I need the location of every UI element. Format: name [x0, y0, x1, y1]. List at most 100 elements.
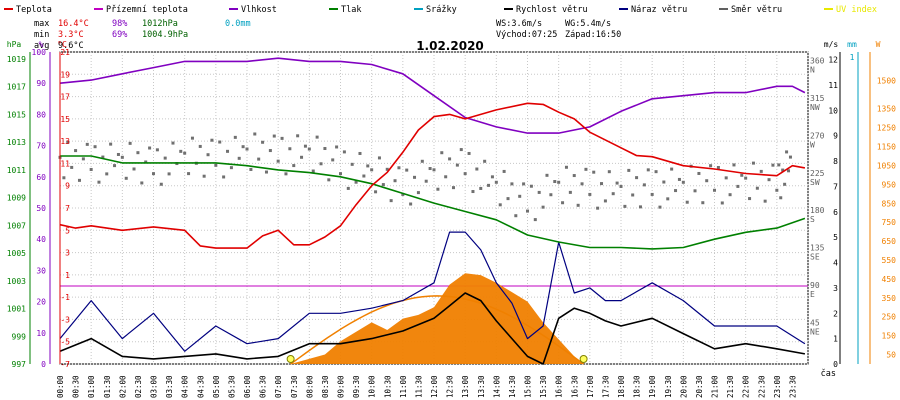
wind-direction-point: [128, 141, 132, 145]
wind-direction-point: [580, 182, 584, 186]
axis-tick-hpa: 1003: [7, 277, 26, 286]
axis-tick-percent: 20: [36, 298, 46, 307]
stat-min-hum: 69%: [112, 30, 127, 40]
axis-tick-ms: 4: [833, 259, 838, 268]
wind-direction-point: [693, 189, 697, 193]
wind-direction-point: [354, 180, 358, 184]
axis-tick-time: 13:30: [477, 375, 486, 398]
wind-direction-point: [596, 206, 600, 210]
wind-direction-point: [183, 151, 187, 155]
legend-label: Tlak: [341, 5, 361, 15]
wind-direction-point: [603, 199, 607, 203]
wind-direction-point: [284, 172, 288, 176]
wind-direction-point: [124, 176, 128, 180]
axis-tick-time: 00:30: [72, 375, 81, 398]
axis-tick-time: 15:30: [539, 375, 548, 398]
axis-tick-percent: 30: [36, 266, 46, 275]
axis-tick-percent: 0: [41, 360, 46, 369]
axis-tick-direction-letter: SW: [810, 178, 820, 187]
axis-tick-time: 09:30: [352, 375, 361, 398]
wind-direction-point: [522, 182, 526, 186]
wind-direction-point: [366, 164, 370, 168]
axis-tick-direction-letter: E: [810, 290, 815, 299]
wind-direction-point: [674, 189, 678, 193]
axis-tick-time: 19:00: [648, 375, 657, 398]
axis-tick-time: 10:30: [383, 375, 392, 398]
axis-unit-percent: %: [39, 40, 44, 49]
chart-title: 1.02.2020: [416, 39, 484, 53]
plot-area: [58, 51, 809, 365]
wind-direction-point: [315, 135, 319, 139]
axis-unit-mm: mm: [847, 40, 857, 49]
axis-tick-watt: 750: [882, 218, 897, 227]
uv-index-point: [579, 355, 588, 363]
stat-min-press: 1004.9hPa: [142, 30, 188, 40]
axis-tick-time: 12:30: [446, 375, 455, 398]
wind-direction-point: [650, 192, 654, 196]
wind-direction-point: [350, 162, 354, 166]
axis-tick-watt: 550: [882, 256, 897, 265]
axis-tick-time: 13:00: [461, 375, 470, 398]
axis-tick-time: 01:00: [87, 375, 96, 398]
wind-direction-point: [779, 196, 783, 200]
axis-tick-direction-degrees: 135: [810, 244, 825, 253]
wind-direction-point: [292, 164, 296, 168]
wind-direction-point: [74, 149, 78, 153]
axes: hPa% °C m/s mm W1019101710151013101110091007…: [7, 40, 896, 398]
wind-direction-point: [436, 187, 440, 191]
wind-direction-point: [109, 142, 113, 146]
wind-direction-point: [553, 180, 557, 184]
axis-tick-time: 03:30: [165, 375, 174, 398]
axis-tick-ms: 9: [833, 132, 838, 141]
axis-tick-time: 18:00: [617, 375, 626, 398]
axis-tick-mm: 1: [850, 53, 855, 62]
axis-tick-ms: 10: [828, 106, 838, 115]
wind-direction-point: [638, 205, 642, 209]
axis-tick-direction-degrees: 360: [810, 56, 825, 65]
wind-direction-point: [490, 175, 494, 179]
wind-direction-point: [198, 144, 202, 148]
axis-tick-celsius: -7: [60, 360, 70, 369]
legend-label: Rychlost větru: [516, 5, 588, 15]
axis-tick-percent: 100: [32, 48, 47, 57]
axis-tick-celsius: 7: [65, 204, 70, 213]
wind-direction-point: [471, 190, 475, 194]
axis-tick-watt: 150: [882, 332, 897, 341]
wind-direction-point: [502, 169, 506, 173]
wind-direction-point: [576, 203, 580, 207]
wind-direction-point: [222, 175, 226, 179]
axis-tick-celsius: 19: [60, 70, 70, 79]
wind-direction-point: [448, 157, 452, 161]
axis-tick-time: 17:30: [601, 375, 610, 398]
axis-tick-percent: 60: [36, 173, 46, 182]
wind-direction-point: [152, 172, 155, 176]
axis-tick-hpa: 1009: [7, 194, 26, 203]
axis-tick-time: 05:00: [212, 375, 221, 398]
axis-tick-celsius: -5: [60, 338, 70, 347]
axis-tick-hpa: 1001: [7, 305, 26, 314]
wind-direction-point: [296, 134, 300, 138]
wind-direction-point: [763, 199, 767, 203]
wind-direction-point: [572, 174, 576, 178]
axis-tick-ms: 5: [833, 233, 838, 242]
wind-direction-point: [533, 218, 537, 222]
axis-tick-watt: 1250: [877, 124, 896, 133]
wind-direction-point: [272, 134, 276, 138]
axis-tick-hpa: 999: [12, 332, 27, 341]
axis-tick-hpa: 1005: [7, 249, 26, 258]
stat-max-rain: 0.0mm: [225, 19, 251, 29]
axis-tick-ms: 1: [833, 335, 838, 344]
stat-max-temp: 16.4°C: [58, 19, 89, 29]
wind-direction-point: [97, 180, 101, 184]
wind-direction-point: [374, 190, 378, 194]
axis-tick-time: 11:30: [414, 375, 423, 398]
wind-direction-point: [226, 149, 230, 153]
axis-tick-celsius: 15: [60, 115, 70, 124]
wind-direction-point: [190, 136, 194, 140]
wind-direction-point: [428, 167, 432, 171]
wind-direction-point: [716, 166, 720, 170]
axis-tick-direction-degrees: 270: [810, 131, 825, 140]
wind-direction-point: [261, 140, 265, 144]
axis-tick-percent: 80: [36, 110, 46, 119]
axis-tick-time: 06:30: [259, 375, 268, 398]
